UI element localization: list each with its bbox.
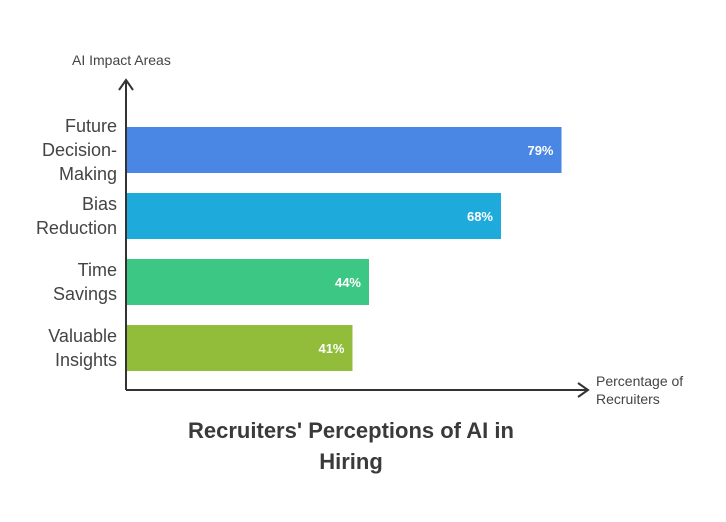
category-label-1: Future Decision- Making — [42, 116, 117, 184]
bar-2 — [127, 193, 501, 239]
category-labels: Future Decision- Making Bias Reduction Time Sa… — [36, 116, 117, 370]
x-axis-arrowhead — [577, 382, 590, 398]
y-axis-arrowhead — [118, 78, 134, 91]
value-label-3: 44% — [335, 275, 361, 290]
x-axis-label-text: Percentage of Recruiters — [596, 373, 683, 407]
bar-4 — [127, 325, 353, 371]
category-label-1-line-1: Future — [65, 116, 117, 136]
chart-title-text: Recruiters' Perceptions of AI in Hiring — [188, 418, 514, 474]
bars — [127, 127, 562, 371]
value-labels: 79% 68% 44% 41% — [318, 143, 553, 356]
x-axis-label: Percentage of Recruiters — [596, 373, 683, 407]
category-label-3-line-2: Savings — [53, 284, 117, 304]
bar-3 — [127, 259, 369, 305]
category-label-4-line-1: Valuable — [48, 326, 117, 346]
category-label-4: Valuable Insights — [48, 326, 117, 370]
axes — [118, 78, 590, 398]
category-label-1-line-2: Decision- — [42, 140, 117, 160]
category-label-3-line-1: Time — [78, 260, 117, 280]
chart-title: Recruiters' Perceptions of AI in Hiring — [188, 418, 514, 474]
category-label-3: Time Savings — [53, 260, 117, 304]
bar-1 — [127, 127, 562, 173]
category-label-2-line-2: Reduction — [36, 218, 117, 238]
y-axis-label: AI Impact Areas — [72, 52, 171, 68]
category-label-4-line-2: Insights — [55, 350, 117, 370]
category-label-1-line-3: Making — [59, 164, 117, 184]
category-label-2: Bias Reduction — [36, 194, 117, 238]
value-label-1: 79% — [527, 143, 553, 158]
category-label-2-line-1: Bias — [82, 194, 117, 214]
value-label-4: 41% — [318, 341, 344, 356]
value-label-2: 68% — [467, 209, 493, 224]
